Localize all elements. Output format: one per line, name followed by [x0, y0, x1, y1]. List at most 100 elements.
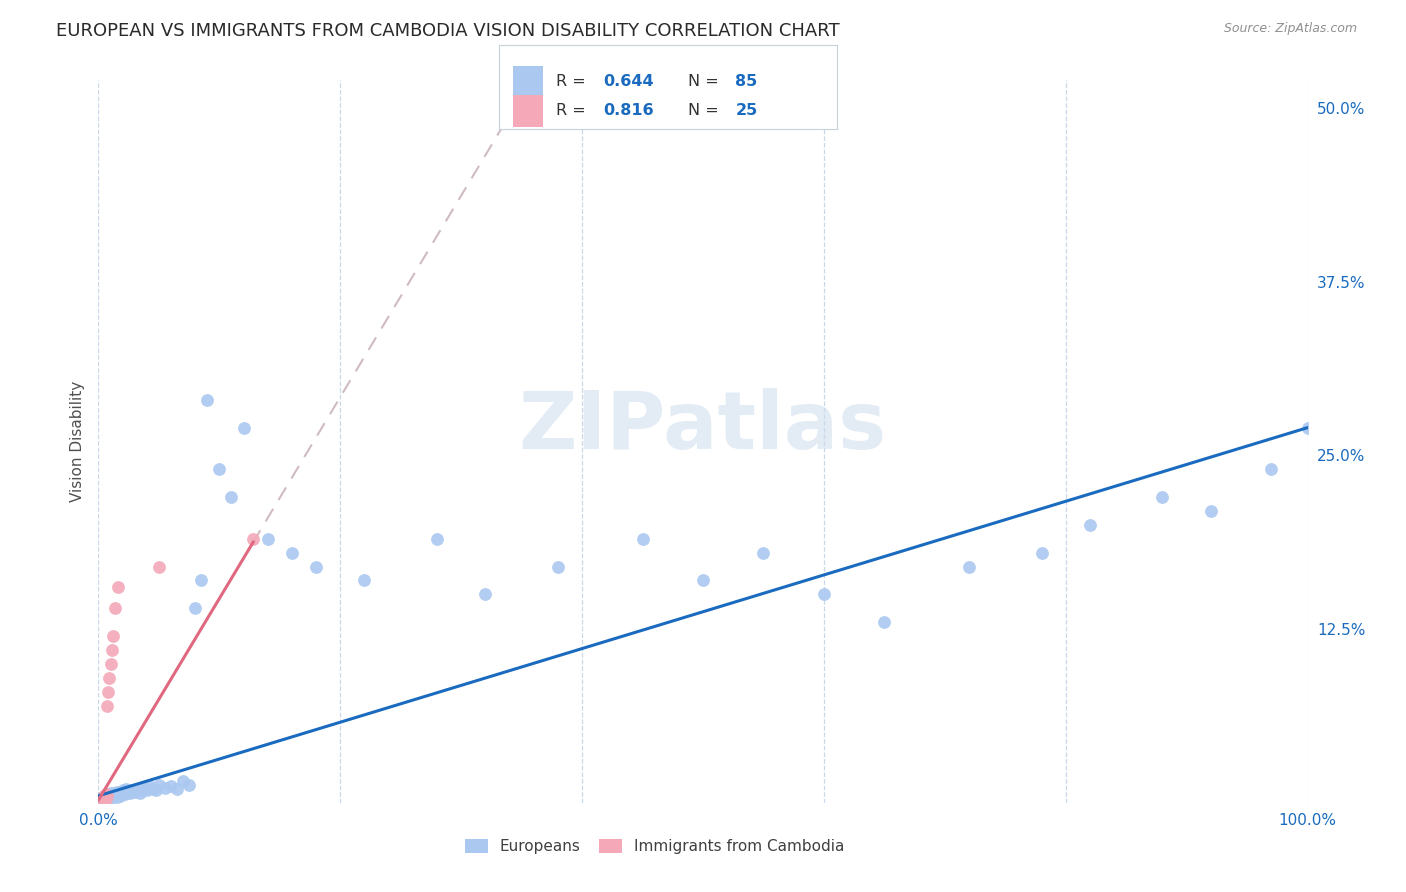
Point [96, 789, 118, 803]
Point [93, 791, 115, 805]
Point [90, 791, 112, 805]
Text: ZIPatlas: ZIPatlas [519, 388, 887, 467]
Point [100, 657, 122, 671]
Point [145, 783, 167, 797]
Point [91, 794, 114, 808]
Point [97, 791, 120, 805]
Point [108, 789, 131, 803]
Point [148, 559, 170, 574]
Point [98, 790, 121, 805]
Point [121, 783, 143, 797]
Legend: Europeans, Immigrants from Cambodia: Europeans, Immigrants from Cambodia [458, 832, 851, 860]
Point [108, 786, 131, 800]
Point [100, 790, 122, 805]
Point [114, 788, 136, 802]
Point [111, 783, 134, 797]
Point [138, 779, 160, 793]
Point [91, 794, 114, 808]
Point [103, 789, 125, 803]
Point [91, 790, 114, 805]
Point [91, 791, 114, 805]
Point [1296, 420, 1319, 434]
Text: Source: ZipAtlas.com: Source: ZipAtlas.com [1223, 22, 1357, 36]
Point [101, 790, 124, 805]
Point [89, 793, 111, 807]
Point [89, 796, 111, 810]
Point [111, 786, 134, 800]
Point [94, 790, 117, 805]
FancyBboxPatch shape [513, 66, 543, 98]
Point [131, 783, 153, 797]
Point [256, 532, 278, 546]
Point [118, 785, 141, 799]
Point [90, 796, 112, 810]
Text: 0.644: 0.644 [603, 74, 654, 89]
Point [94, 791, 117, 805]
Text: N =: N = [688, 74, 724, 89]
Text: 0.816: 0.816 [603, 103, 654, 119]
Point [692, 574, 714, 588]
Point [1078, 517, 1101, 532]
Point [93, 789, 115, 803]
Point [100, 786, 122, 800]
Point [91, 791, 114, 805]
Point [148, 778, 170, 792]
Point [184, 601, 207, 615]
Point [127, 781, 149, 796]
Point [107, 788, 129, 802]
Point [90, 793, 112, 807]
Point [91, 793, 114, 807]
Point [153, 780, 176, 795]
Point [96, 791, 118, 805]
Text: R =: R = [557, 74, 592, 89]
Point [118, 786, 141, 800]
Point [89, 794, 111, 808]
Point [89, 793, 111, 807]
Point [100, 789, 122, 803]
Point [474, 587, 496, 601]
Point [752, 546, 775, 560]
Point [353, 574, 375, 588]
Point [281, 546, 304, 560]
Point [142, 781, 165, 796]
Point [1199, 504, 1222, 518]
Point [90, 794, 112, 808]
Point [1260, 462, 1282, 476]
Point [105, 790, 128, 805]
Point [94, 793, 117, 807]
Point [90, 796, 112, 810]
Point [426, 532, 449, 546]
Point [98, 671, 121, 685]
Point [179, 778, 201, 792]
Text: EUROPEAN VS IMMIGRANTS FROM CAMBODIA VISION DISABILITY CORRELATION CHART: EUROPEAN VS IMMIGRANTS FROM CAMBODIA VIS… [56, 22, 839, 40]
Point [957, 559, 980, 574]
Point [160, 779, 183, 793]
Point [104, 788, 127, 802]
Point [124, 785, 146, 799]
Text: R =: R = [557, 103, 592, 119]
Point [195, 392, 218, 407]
Point [115, 781, 138, 796]
Point [90, 793, 112, 807]
Point [98, 788, 121, 802]
Point [93, 791, 115, 805]
Point [1152, 490, 1174, 504]
Point [94, 788, 117, 802]
Point [100, 643, 122, 657]
Text: 25: 25 [735, 103, 758, 119]
Point [93, 789, 115, 803]
Point [232, 420, 254, 434]
Point [305, 559, 328, 574]
Point [89, 796, 111, 810]
Point [221, 490, 243, 504]
Point [873, 615, 896, 630]
Point [96, 788, 118, 802]
Point [91, 794, 114, 808]
Point [93, 793, 115, 807]
Point [90, 791, 112, 805]
Point [105, 785, 128, 799]
Point [104, 601, 127, 615]
Text: 85: 85 [735, 74, 758, 89]
Point [101, 629, 124, 643]
Point [91, 791, 114, 805]
